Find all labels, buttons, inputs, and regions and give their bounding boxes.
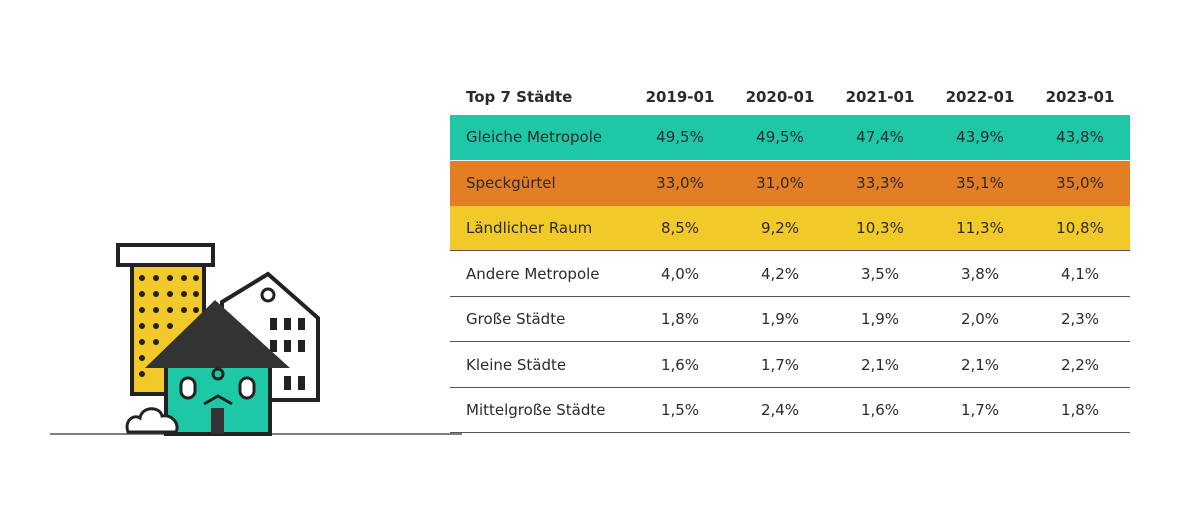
value-cell: 47,4% (856, 128, 904, 146)
value-cell: 49,5% (756, 128, 804, 146)
gable-window (260, 287, 276, 303)
value-cell: 1,6% (860, 401, 900, 419)
value-cell: 49,5% (656, 128, 704, 146)
value-cell: 2,1% (960, 355, 1000, 374)
value-cell: 33,3% (856, 173, 904, 192)
value-cell: 3,5% (860, 264, 900, 283)
row-label: Ländlicher Raum (466, 219, 593, 237)
gabled-windows (270, 318, 305, 390)
row-label: Andere Metropole (466, 264, 600, 283)
value-cell: 1,8% (1060, 401, 1100, 419)
value-cell: 43,9% (956, 128, 1004, 146)
row-label: Gleiche Metropole (466, 128, 603, 146)
house-round-window (211, 367, 225, 381)
value-cell: 2020-01 (745, 88, 815, 106)
value-cell: 1,9% (860, 310, 900, 328)
value-cell: 1,6% (660, 355, 700, 374)
value-cell: 43,8% (1056, 128, 1104, 146)
value-cell: 10,8% (1056, 219, 1104, 237)
house-awning (203, 394, 233, 406)
table-row: Andere Metropole 4,0% 4,2% 3,5% 3,8% 4,1% (450, 252, 1130, 297)
value-cell: 31,0% (756, 173, 804, 192)
row-label: Große Städte (466, 310, 566, 328)
value-cell: 2,0% (960, 310, 1000, 328)
row-label: Top 7 Städte (466, 88, 573, 106)
illustration (50, 243, 462, 436)
value-cell: 35,0% (1056, 173, 1104, 192)
table-row: Kleine Städte 1,6% 1,7% 2,1% 2,1% 2,2% (450, 343, 1130, 388)
value-cell: 33,0% (656, 173, 704, 192)
value-cell: 3,8% (960, 264, 1000, 283)
table-row: Gleiche Metropole 49,5% 49,5% 47,4% 43,9% 43,… (450, 115, 1130, 160)
table-row: Mittelgroße Städte 1,5% 2,4% 1,6% 1,7% 1,8% (450, 388, 1130, 433)
house-window (179, 376, 197, 400)
house-door (211, 408, 224, 434)
value-cell: 2021-01 (845, 88, 915, 106)
tower-cap (116, 243, 215, 267)
value-cell: 10,3% (856, 219, 904, 237)
table-row: Speckgürtel 33,0% 31,0% 33,3% 35,1% 35,0% (450, 160, 1130, 206)
value-cell: 1,8% (660, 310, 700, 328)
value-cell: 8,5% (660, 219, 700, 237)
row-label: Mittelgroße Städte (466, 401, 606, 419)
value-cell: 1,5% (660, 401, 700, 419)
tower-windows (139, 275, 199, 377)
value-cell: 2,4% (760, 401, 800, 419)
value-cell: 4,2% (760, 264, 800, 283)
value-cell: 2023-01 (1045, 88, 1115, 106)
value-cell: 9,2% (760, 219, 800, 237)
house-window (238, 376, 256, 400)
value-cell: 2,1% (860, 355, 900, 374)
bush (125, 407, 179, 434)
row-label: Kleine Städte (466, 355, 567, 374)
value-cell: 2022-01 (945, 88, 1015, 106)
value-cell: 2019-01 (645, 88, 715, 106)
header-row: Top 7 Städte 2019-01 2020-01 2021-01 2022-01… (450, 75, 1130, 120)
value-cell: 2,2% (1060, 355, 1100, 374)
value-cell: 35,1% (956, 173, 1004, 192)
table-row: Ländlicher Raum 8,5% 9,2% 10,3% 11,3% 10,8% (450, 206, 1130, 251)
row-label: Speckgürtel (466, 173, 556, 192)
value-cell: 4,1% (1060, 264, 1100, 283)
value-cell: 11,3% (956, 219, 1004, 237)
table-row: Große Städte 1,8% 1,9% 1,9% 2,0% 2,3% (450, 297, 1130, 342)
value-cell: 1,9% (760, 310, 800, 328)
value-cell: 4,0% (660, 264, 700, 283)
value-cell: 1,7% (760, 355, 800, 374)
value-cell: 1,7% (960, 401, 1000, 419)
house-roof (145, 300, 290, 368)
value-cell: 2,3% (1060, 310, 1100, 328)
